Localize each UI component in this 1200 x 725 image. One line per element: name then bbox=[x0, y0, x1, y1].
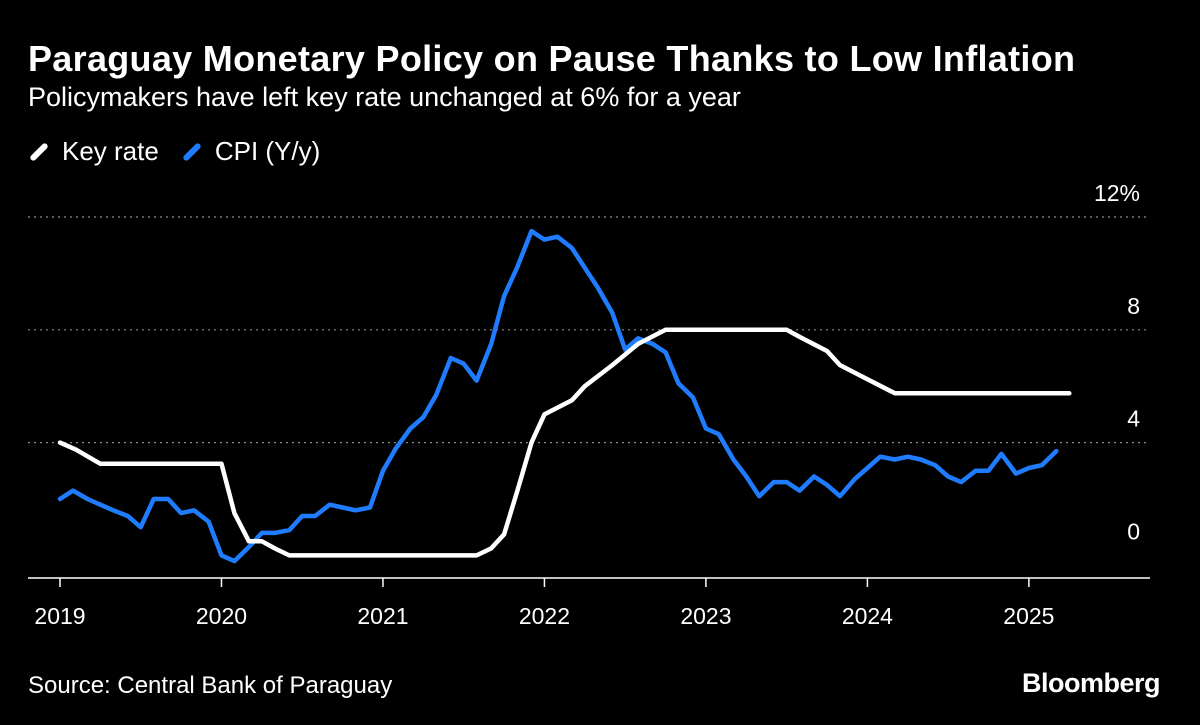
axes bbox=[28, 577, 1150, 587]
tick-labels: 12% 8 4 0 2019 2020 2021 2022 2023 2024 2025 bbox=[34, 180, 1140, 629]
x-tick-label: 2019 bbox=[34, 603, 85, 629]
x-tick-label: 2024 bbox=[842, 603, 893, 629]
legend-item-cpi: CPI (Y/y) bbox=[181, 136, 320, 167]
legend-label-key-rate: Key rate bbox=[62, 136, 159, 166]
line-chart: 12% 8 4 0 2019 2020 2021 2022 2023 2024 2025 bbox=[28, 180, 1150, 629]
series-cpi-y-y- bbox=[57, 228, 1059, 564]
y-tick-label: 4 bbox=[1127, 406, 1140, 432]
bloomberg-logo: Bloomberg bbox=[1021, 668, 1161, 698]
chart-subtitle: Policymakers have left key rate unchange… bbox=[28, 82, 741, 112]
legend: Key rate CPI (Y/y) bbox=[28, 136, 342, 167]
y-tick-label: 12% bbox=[1094, 180, 1140, 206]
series-line bbox=[57, 327, 1072, 558]
legend-label-cpi: CPI (Y/y) bbox=[214, 136, 321, 166]
legend-item-key-rate: Key rate bbox=[28, 136, 159, 167]
y-tick-label: 8 bbox=[1127, 293, 1140, 319]
x-tick-label: 2023 bbox=[680, 603, 731, 629]
x-tick-label: 2020 bbox=[196, 603, 247, 629]
grid-lines bbox=[28, 216, 1150, 444]
legend-swatch-key-rate bbox=[29, 141, 49, 162]
x-tick-label: 2021 bbox=[357, 603, 408, 629]
source-note: Source: Central Bank of Paraguay bbox=[28, 672, 393, 699]
series-line bbox=[57, 228, 1059, 564]
x-tick-label: 2022 bbox=[519, 603, 570, 629]
series-key-rate bbox=[57, 327, 1072, 558]
x-tick-label: 2025 bbox=[1003, 603, 1054, 629]
y-tick-label: 0 bbox=[1127, 518, 1140, 544]
legend-swatch-cpi bbox=[181, 141, 202, 162]
chart-title: Paraguay Monetary Policy on Pause Thanks… bbox=[28, 38, 1076, 79]
series-lines bbox=[57, 228, 1072, 564]
